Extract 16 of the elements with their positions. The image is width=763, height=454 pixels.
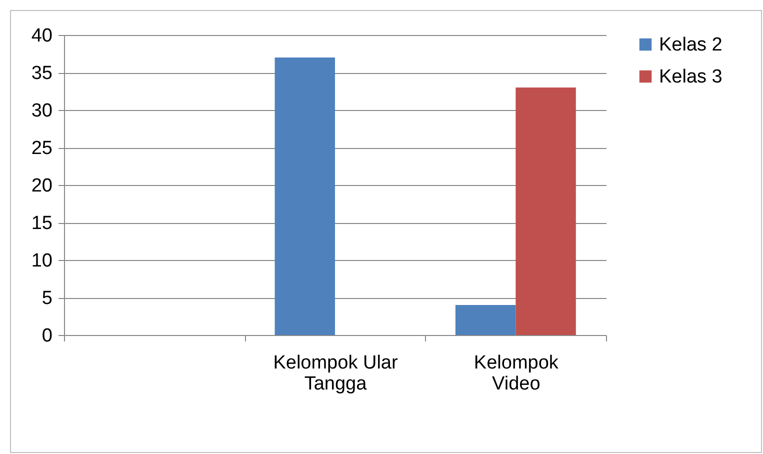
x-tick-label: Kelompok Video xyxy=(474,352,559,394)
y-tick-label: 20 xyxy=(31,176,52,196)
y-tick-label: 30 xyxy=(31,100,52,122)
y-tick-label: 25 xyxy=(31,138,52,159)
y-tick-label: 40 xyxy=(31,26,52,46)
y-tick-label: 15 xyxy=(31,213,52,234)
y-tick-label: 5 xyxy=(42,288,52,309)
y-tick-label: 0 xyxy=(42,326,52,346)
bar xyxy=(274,58,335,335)
legend-label: Kelas 2 xyxy=(659,34,722,56)
bar xyxy=(516,88,576,335)
y-tick-label: 35 xyxy=(31,63,52,84)
bar xyxy=(455,305,516,335)
x-tick-label: Kelompok Ular Tangga xyxy=(273,352,398,394)
y-tick-label: 10 xyxy=(31,250,52,272)
legend-label: Kelas 3 xyxy=(659,66,722,88)
